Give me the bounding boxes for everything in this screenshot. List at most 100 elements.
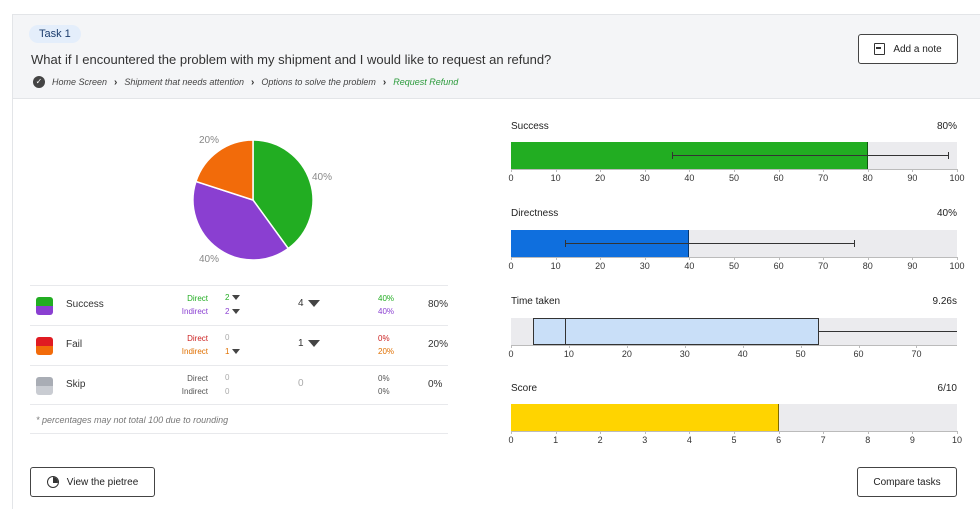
result-name: Fail (66, 339, 83, 350)
tick-label: 60 (773, 261, 784, 271)
tick-label: 0 (508, 349, 514, 359)
pie-slice-0 (252, 139, 314, 250)
metric-title-success: Success (511, 121, 549, 132)
indirect-label: Indirect (181, 387, 208, 396)
direct-count-value: 0 (225, 373, 230, 382)
pie-label-success: 40% (312, 172, 333, 183)
direct-label: Direct (187, 374, 208, 383)
pie-svg (192, 139, 314, 261)
box-iqr (533, 318, 820, 345)
tick-mark (555, 431, 557, 434)
indirect-count: 1 (225, 347, 241, 356)
tick-mark (800, 345, 802, 348)
metric-title-time: Time taken (511, 296, 561, 307)
tick-mark (689, 257, 691, 260)
tick-label: 5 (731, 435, 737, 445)
tick-label: 60 (773, 173, 784, 183)
pietree-icon (46, 476, 59, 488)
tick-label: 0 (508, 261, 514, 271)
filter-icon[interactable] (232, 309, 241, 314)
indirect-pct: 0% (378, 387, 390, 396)
direct-count: 0 (225, 333, 229, 342)
tick-mark (957, 257, 958, 260)
result-name: Skip (66, 379, 86, 390)
success-swatch (36, 297, 53, 315)
tick-label: 90 (907, 261, 918, 271)
box-median (564, 318, 566, 345)
tick-label: 50 (795, 349, 806, 359)
tick-mark (644, 257, 646, 260)
filter-icon[interactable] (232, 349, 241, 354)
total-count-value: 1 (298, 338, 304, 349)
tick-mark (644, 169, 646, 172)
error-bar (671, 155, 949, 156)
breadcrumb-item-current: Request Refund (393, 77, 459, 87)
error-cap-low (671, 152, 673, 159)
skip-swatch (36, 377, 53, 395)
task-badge: Task 1 (29, 25, 81, 43)
indirect-count-value: 2 (225, 307, 230, 316)
metric-value-directness: 40% (936, 208, 957, 219)
pie-slice-1 (192, 180, 290, 261)
tick-label: 30 (639, 173, 650, 183)
tick-label: 60 (853, 349, 864, 359)
tick-mark (778, 431, 780, 434)
metric-value-success: 80% (936, 121, 957, 132)
tick-mark (626, 345, 628, 348)
tick-label: 3 (642, 435, 648, 445)
tick-mark (912, 257, 914, 260)
add-note-label: Add a note (893, 43, 942, 55)
tick-label: 4 (686, 435, 692, 445)
chevron-right-icon: › (114, 76, 118, 88)
tick-mark (734, 431, 735, 434)
tick-label: 50 (728, 261, 740, 271)
tick-mark (600, 431, 602, 434)
result-name: Success (66, 299, 104, 310)
view-pietree-button[interactable]: View the pietree (30, 467, 155, 497)
tick-mark (823, 431, 825, 434)
pie-chart (178, 125, 328, 280)
tick-label: 20 (621, 349, 632, 359)
indirect-pct: 40% (378, 307, 395, 316)
breadcrumb-item: Home Screen (52, 77, 108, 87)
compare-tasks-button[interactable]: Compare tasks (857, 467, 957, 497)
result-pct: 20% (428, 339, 449, 350)
tick-label: 10 (550, 173, 561, 183)
tick-label: 2 (597, 435, 603, 445)
result-row-skip: Skip Direct Indirect 0 0 0 0% 0% 0% (30, 365, 448, 405)
direct-label: Direct (187, 334, 208, 343)
tick-mark (867, 257, 869, 260)
tick-label: 50 (728, 173, 740, 183)
tick-label: 100 (949, 261, 965, 271)
tick-mark (555, 169, 557, 172)
pie-label-indirect: 40% (199, 254, 220, 265)
tick-mark (778, 257, 780, 260)
tick-mark (644, 431, 646, 434)
axis-line (511, 345, 957, 346)
tick-label: 10 (563, 349, 574, 359)
indirect-count: 2 (225, 307, 241, 316)
error-bar (564, 243, 855, 244)
indirect-label: Indirect (181, 347, 208, 356)
chevron-right-icon: › (382, 76, 387, 88)
error-cap-high (948, 152, 950, 159)
tick-label: 6 (776, 435, 782, 445)
add-note-button[interactable]: Add a note (858, 34, 958, 64)
tick-label: 70 (818, 261, 829, 271)
tick-label: 8 (865, 435, 871, 445)
result-pct: 0% (428, 379, 443, 390)
metric-title-score: Score (511, 383, 538, 394)
direct-count-value: 0 (225, 333, 230, 342)
filter-icon[interactable] (307, 300, 320, 307)
tick-label: 10 (951, 435, 963, 445)
total-count-value: 0 (298, 378, 304, 389)
tick-mark (734, 169, 735, 172)
tick-label: 9 (909, 435, 915, 445)
filter-icon[interactable] (232, 295, 241, 300)
filter-icon[interactable] (307, 340, 320, 347)
tick-mark (511, 169, 512, 172)
pie-label-fail: 20% (199, 135, 220, 146)
direct-pct: 0% (378, 374, 390, 383)
tick-label: 80 (862, 173, 873, 183)
breadcrumb-item: Options to solve the problem (261, 77, 376, 87)
